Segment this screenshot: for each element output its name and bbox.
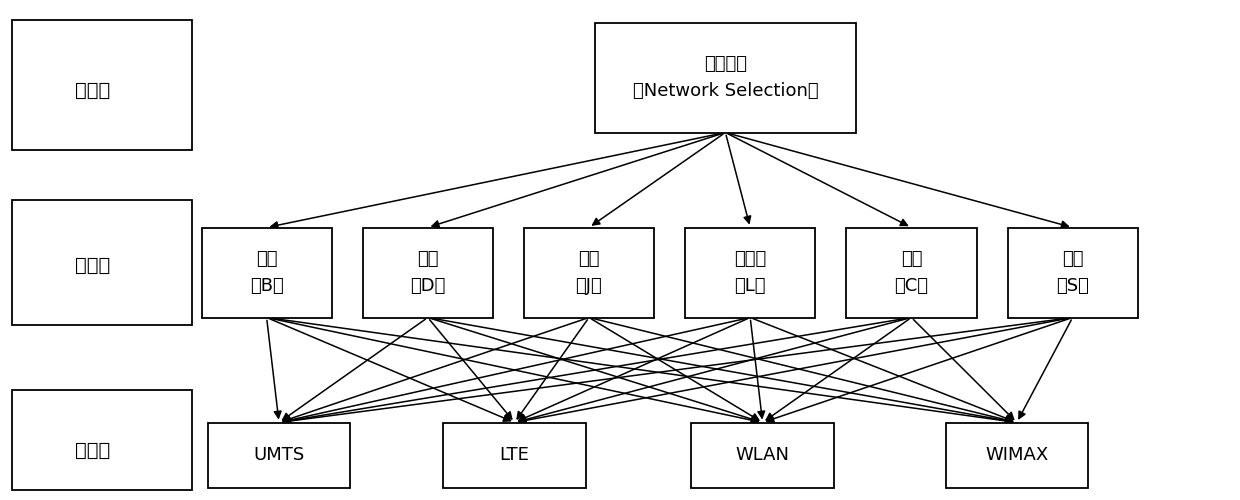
Text: （J）: （J） bbox=[575, 277, 603, 295]
Text: （Network Selection）: （Network Selection） bbox=[632, 82, 818, 100]
Text: 时延: 时延 bbox=[417, 250, 439, 268]
Text: 网络选择: 网络选择 bbox=[704, 55, 746, 73]
FancyBboxPatch shape bbox=[12, 20, 192, 150]
FancyBboxPatch shape bbox=[12, 390, 192, 490]
Text: （S）: （S） bbox=[1056, 277, 1089, 295]
FancyBboxPatch shape bbox=[1007, 228, 1138, 318]
FancyBboxPatch shape bbox=[595, 22, 856, 132]
Text: LTE: LTE bbox=[500, 446, 529, 464]
Text: WLAN: WLAN bbox=[735, 446, 790, 464]
Text: 目标层: 目标层 bbox=[76, 80, 110, 100]
Text: WIMAX: WIMAX bbox=[985, 446, 1049, 464]
Text: UMTS: UMTS bbox=[253, 446, 305, 464]
Text: （C）: （C） bbox=[894, 277, 929, 295]
FancyBboxPatch shape bbox=[945, 422, 1089, 488]
FancyBboxPatch shape bbox=[684, 228, 816, 318]
Text: 丢包率: 丢包率 bbox=[734, 250, 766, 268]
Text: （L）: （L） bbox=[734, 277, 766, 295]
FancyBboxPatch shape bbox=[201, 228, 332, 318]
Text: 准则层: 准则层 bbox=[76, 256, 110, 274]
FancyBboxPatch shape bbox=[846, 228, 977, 318]
FancyBboxPatch shape bbox=[692, 422, 833, 488]
FancyBboxPatch shape bbox=[362, 228, 492, 318]
Text: 安全: 安全 bbox=[1061, 250, 1084, 268]
FancyBboxPatch shape bbox=[523, 228, 655, 318]
FancyBboxPatch shape bbox=[208, 422, 351, 488]
FancyBboxPatch shape bbox=[12, 200, 192, 325]
Text: 方案层: 方案层 bbox=[76, 440, 110, 460]
Text: （D）: （D） bbox=[410, 277, 445, 295]
Text: （B）: （B） bbox=[249, 277, 284, 295]
Text: 成本: 成本 bbox=[900, 250, 923, 268]
Text: 抖动: 抖动 bbox=[578, 250, 600, 268]
FancyBboxPatch shape bbox=[444, 422, 585, 488]
Text: 带宽: 带宽 bbox=[255, 250, 278, 268]
